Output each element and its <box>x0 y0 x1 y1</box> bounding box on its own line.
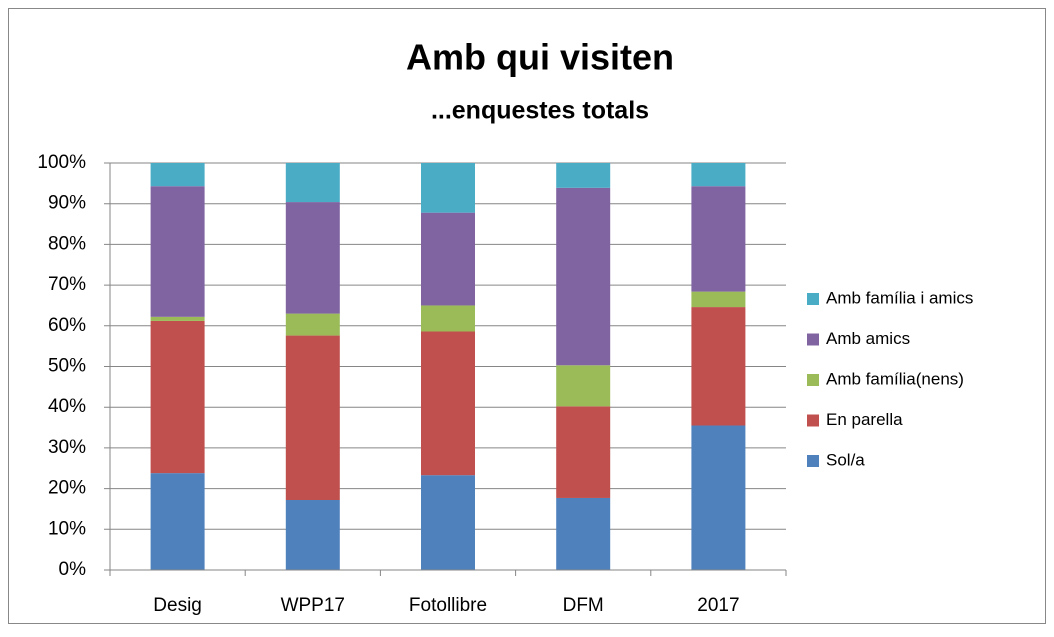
x-tick-label: Fotollibre <box>409 595 487 616</box>
bar-segment <box>556 365 611 407</box>
bar-segment <box>556 406 611 498</box>
bar-segment <box>691 307 746 426</box>
y-tick-label: 70% <box>48 274 86 295</box>
bar-segment <box>421 212 475 306</box>
legend-label: Amb família i amics <box>826 288 973 307</box>
bar-segment <box>285 499 340 570</box>
bar-segment <box>150 163 205 187</box>
chart-subtitle: ...enquestes totals <box>431 97 649 125</box>
x-tick-label: Desig <box>153 595 202 616</box>
bar-segment <box>285 335 340 500</box>
bar-segment <box>285 202 340 314</box>
bar-segment <box>150 186 205 317</box>
y-tick-label: 20% <box>48 478 86 499</box>
y-tick-label: 30% <box>48 437 86 458</box>
bar-segment <box>421 163 475 213</box>
bar-segment <box>285 313 340 336</box>
bar-segment <box>691 163 746 187</box>
bar-segment <box>285 163 340 203</box>
y-tick-label: 0% <box>59 559 87 580</box>
x-tick-label: 2017 <box>697 595 739 616</box>
bar-segment <box>691 186 746 292</box>
y-tick-label: 60% <box>48 315 86 336</box>
legend-label: Amb família(nens) <box>826 369 964 388</box>
legend-swatch <box>807 455 819 467</box>
chart-title: Amb qui visiten <box>406 37 674 78</box>
legend-swatch <box>807 333 819 346</box>
legend-swatch <box>807 374 819 386</box>
legend-swatch <box>807 414 819 427</box>
x-tick-label: DFM <box>563 595 604 616</box>
bar-segment <box>421 475 475 570</box>
bar-segment <box>556 163 611 188</box>
legend-label: Amb amics <box>826 329 910 348</box>
y-tick-label: 80% <box>48 233 86 254</box>
bar-segment <box>421 331 475 476</box>
y-tick-label: 40% <box>48 396 86 417</box>
legend-swatch <box>807 293 819 305</box>
y-tick-label: 90% <box>48 193 86 214</box>
x-tick-label: WPP17 <box>281 595 345 616</box>
bar-segment <box>691 291 746 308</box>
bar-segment <box>421 305 475 332</box>
bar-segment <box>556 187 611 366</box>
bar-segment <box>150 320 205 474</box>
legend-label: Sol/a <box>826 450 865 469</box>
bar-segment <box>150 316 205 321</box>
y-tick-label: 10% <box>48 518 86 539</box>
y-tick-label: 50% <box>48 356 86 377</box>
y-tick-label: 100% <box>37 152 86 173</box>
bar-segment <box>556 497 611 570</box>
legend-label: En parella <box>826 410 903 429</box>
bar-segment <box>691 425 746 570</box>
bar-segment <box>150 473 205 570</box>
